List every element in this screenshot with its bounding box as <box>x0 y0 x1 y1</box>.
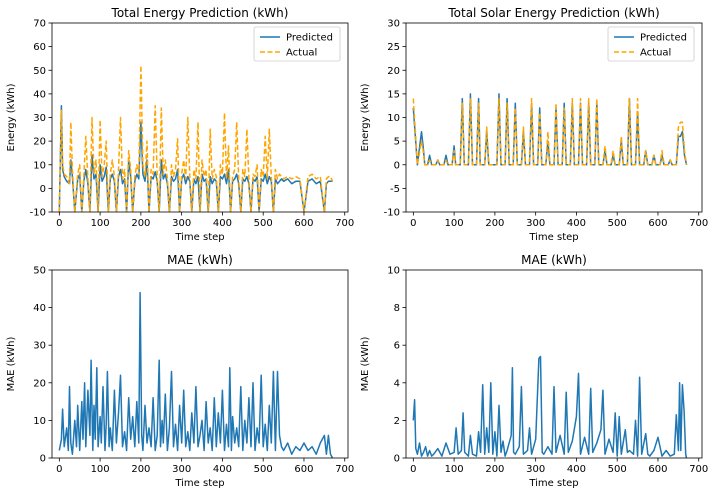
y-tick-label: 5 <box>394 137 400 148</box>
y-tick-label: 50 <box>33 266 46 277</box>
axes-frame <box>405 269 703 459</box>
y-axis-label: Energy (kWh) <box>360 83 371 151</box>
series-line-actual <box>412 97 688 166</box>
y-axis-label: Energy (kWh) <box>6 83 17 151</box>
y-tick-label: 0 <box>40 454 46 465</box>
x-tick-label: 500 <box>254 218 273 229</box>
x-tick-label: 700 <box>335 218 354 229</box>
x-tick-label: 600 <box>294 218 313 229</box>
x-tick-label: 700 <box>689 464 708 475</box>
y-tick-label: 6 <box>394 341 400 352</box>
y-tick-label: 4 <box>394 378 400 389</box>
x-axis-label: Time step <box>528 478 578 489</box>
y-tick-label: 10 <box>387 113 400 124</box>
x-tick-label: 400 <box>567 464 586 475</box>
y-tick-label: 15 <box>387 89 400 100</box>
x-tick-label: 400 <box>213 218 232 229</box>
x-tick-label: 300 <box>526 218 545 229</box>
x-tick-label: 0 <box>410 218 416 229</box>
y-tick-label: 70 <box>33 19 46 30</box>
y-tick-label: 60 <box>33 42 46 53</box>
y-tick-label: 30 <box>33 113 46 124</box>
x-tick-label: 500 <box>608 464 627 475</box>
series-line-mae <box>58 291 334 458</box>
y-tick-label: 10 <box>387 266 400 277</box>
y-tick-label: 40 <box>33 303 46 314</box>
x-tick-label: 500 <box>254 464 273 475</box>
x-tick-label: 400 <box>567 218 586 229</box>
x-tick-label: 700 <box>335 464 354 475</box>
x-tick-label: 700 <box>689 218 708 229</box>
x-tick-label: 300 <box>172 218 191 229</box>
y-tick-label: 10 <box>33 160 46 171</box>
y-tick-label: 30 <box>33 341 46 352</box>
legend: Predicted Actual <box>607 26 695 62</box>
legend: Predicted Actual <box>253 26 341 62</box>
legend-label-predicted: Predicted <box>286 33 333 44</box>
series-line-mae <box>412 355 688 458</box>
x-tick-label: 300 <box>172 464 191 475</box>
chart-title: MAE (kWh) <box>521 253 587 267</box>
y-tick-label: 0 <box>394 454 400 465</box>
x-tick-label: 500 <box>608 218 627 229</box>
x-tick-label: 200 <box>485 464 504 475</box>
total-energy-panel: 0 100 200 300 400 500 600 700 -10 0 10 20 30 40 50 60 70… <box>6 6 354 243</box>
x-tick-label: 600 <box>294 464 313 475</box>
x-tick-label: 200 <box>131 464 150 475</box>
y-tick-label: 20 <box>387 66 400 77</box>
x-axis-label: Time step <box>528 232 578 243</box>
x-tick-label: 600 <box>648 218 667 229</box>
x-tick-label: 100 <box>91 464 110 475</box>
x-axis-label: Time step <box>174 478 224 489</box>
x-tick-label: 100 <box>445 218 464 229</box>
y-tick-label: -10 <box>30 208 46 219</box>
y-axis-label: MAE (kWh) <box>360 337 371 392</box>
legend-label-actual: Actual <box>640 48 671 59</box>
y-tick-label: 40 <box>33 89 46 100</box>
chart-title: Total Solar Energy Prediction (kWh) <box>447 6 659 20</box>
y-tick-label: -5 <box>390 184 400 195</box>
x-tick-label: 0 <box>56 218 62 229</box>
y-tick-label: 0 <box>394 160 400 171</box>
legend-label-predicted: Predicted <box>640 33 687 44</box>
x-tick-label: 300 <box>526 464 545 475</box>
x-tick-label: 200 <box>485 218 504 229</box>
y-tick-label: 0 <box>40 184 46 195</box>
x-tick-label: 0 <box>56 464 62 475</box>
solar-energy-panel: 0 100 200 300 400 500 600 700 -10 -5 0 5 10 15 20 25 30 T… <box>360 6 708 243</box>
x-tick-label: 100 <box>91 218 110 229</box>
y-tick-label: 2 <box>394 416 400 427</box>
mae-solar-panel: 0 100 200 300 400 500 600 700 0 2 4 6 8 10 MAE (kWh) Ti… <box>360 253 708 489</box>
y-tick-label: 25 <box>387 42 400 53</box>
axes-frame <box>51 269 349 459</box>
x-tick-label: 100 <box>445 464 464 475</box>
mae-total-panel: 0 100 200 300 400 500 600 700 0 10 20 30 40 50 MAE (kW… <box>6 253 354 489</box>
y-tick-label: 20 <box>33 137 46 148</box>
y-tick-label: 20 <box>33 378 46 389</box>
x-tick-label: 400 <box>213 464 232 475</box>
y-axis-label: MAE (kWh) <box>6 337 17 392</box>
x-tick-label: 0 <box>410 464 416 475</box>
legend-label-actual: Actual <box>286 48 317 59</box>
chart-title: Total Energy Prediction (kWh) <box>111 6 289 20</box>
x-axis-label: Time step <box>174 232 224 243</box>
y-tick-label: -10 <box>384 208 400 219</box>
y-tick-label: 8 <box>394 303 400 314</box>
y-tick-label: 10 <box>33 416 46 427</box>
chart-title: MAE (kWh) <box>167 253 233 267</box>
y-tick-label: 30 <box>387 19 400 30</box>
series-line-actual <box>58 64 334 212</box>
x-tick-label: 600 <box>648 464 667 475</box>
y-tick-label: 50 <box>33 66 46 77</box>
x-tick-label: 200 <box>131 218 150 229</box>
